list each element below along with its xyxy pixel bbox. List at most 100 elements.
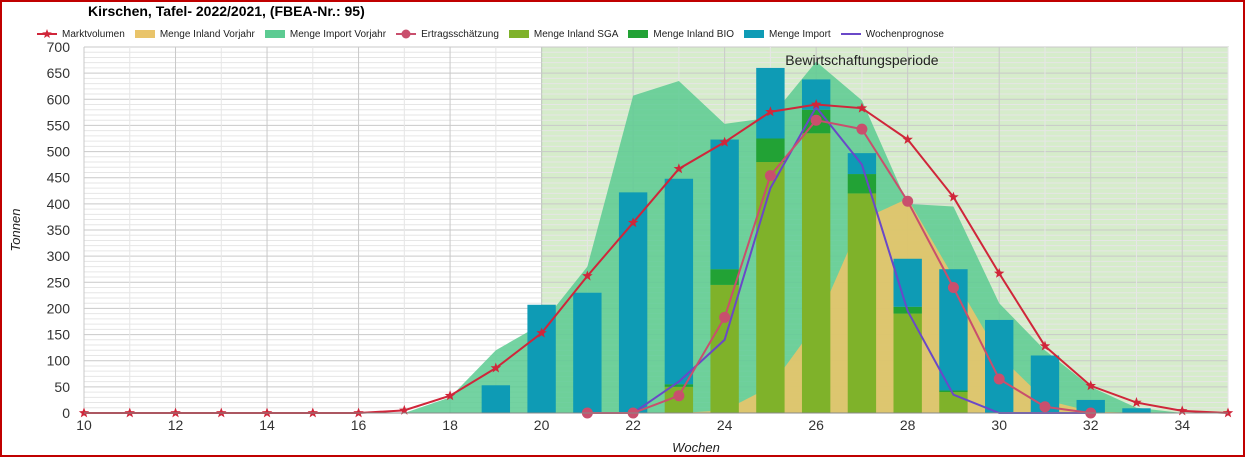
bar-menge-import-w22 (618, 192, 648, 413)
point-ertragsschaetzung-w29 (947, 282, 959, 294)
bar-menge-inland-bio-w27 (847, 174, 877, 194)
bar-menge-inland-bio-w24 (710, 269, 739, 285)
y-tick-label: 600 (47, 91, 71, 107)
x-tick-label: 14 (259, 417, 275, 433)
y-tick-label: 150 (47, 327, 71, 343)
point-marktvolumen-w29 (948, 191, 959, 202)
legend-label-menge-inland-sga: Menge Inland SGA (533, 28, 619, 40)
y-axis-title: Tonnen (8, 209, 23, 252)
point-ertragsschaetzung-w23 (673, 390, 685, 402)
legend-item-menge-inland-vorjahr: Menge Inland Vorjahr (134, 28, 255, 40)
legend-swatch-menge-inland-vorjahr (134, 30, 155, 38)
bar-menge-inland-sga-w25 (756, 162, 785, 413)
legend-label-menge-import-vorjahr: Menge Import Vorjahr (289, 28, 387, 40)
chart-legend: Marktvolumen Menge Inland Vorjahr Menge Im… (36, 26, 953, 42)
x-tick-label: 16 (351, 417, 367, 433)
legend-swatch-menge-import-vorjahr (264, 30, 285, 38)
point-marktvolumen-w21 (582, 270, 593, 281)
point-marktvolumen-w26 (810, 99, 822, 109)
point-marktvolumen-w12 (170, 407, 181, 418)
point-marktvolumen-w31 (1039, 340, 1051, 351)
point-ertragsschaetzung-w25 (764, 170, 776, 182)
x-tick-label: 34 (1174, 417, 1190, 433)
y-tick-label: 250 (47, 274, 71, 290)
bar-menge-import-w32 (1076, 399, 1105, 413)
legend-item-ertragsschaetzung: Ertragsschätzung (395, 28, 499, 40)
bar-menge-import-w30 (985, 319, 1014, 413)
point-marktvolumen-w35 (1222, 407, 1234, 418)
legend-item-menge-import: Menge Import (743, 28, 831, 40)
legend-label-ertragsschaetzung: Ertragsschätzung (421, 28, 499, 40)
bar-menge-import-w23 (664, 178, 694, 385)
point-marktvolumen-w28 (902, 134, 913, 144)
y-tick-label: 450 (47, 170, 71, 186)
legend-swatch-menge-inland-sga (508, 30, 529, 38)
x-axis-title: Wochen (672, 440, 720, 455)
chart-title: Kirschen, Tafel- 2022/2021, (FBEA-Nr.: 9… (88, 3, 365, 19)
y-tick-label: 400 (47, 196, 71, 212)
point-marktvolumen-w22 (627, 217, 639, 228)
line-ertragsschaetzung (587, 119, 1091, 414)
legend-item-menge-inland-sga: Menge Inland SGA (508, 28, 619, 40)
y-tick-label: 650 (47, 65, 71, 81)
point-ertragsschaetzung-w27 (856, 123, 868, 135)
bar-menge-import-w33 (1122, 408, 1151, 413)
bar-menge-inland-sga-w27 (847, 193, 877, 413)
bar-menge-inland-sga-w26 (801, 133, 831, 413)
point-marktvolumen-w24 (719, 136, 730, 147)
x-tick-label: 20 (534, 417, 550, 433)
x-tick-label: 24 (717, 417, 733, 433)
point-marktvolumen-w11 (124, 407, 135, 418)
y-tick-label: 500 (47, 144, 71, 160)
x-tick-label: 30 (991, 417, 1007, 433)
point-ertragsschaetzung-w26 (810, 114, 822, 126)
annotation-bewirtschaftungsperiode: Bewirtschaftungsperiode (785, 52, 939, 68)
x-tick-label: 26 (808, 417, 824, 433)
point-marktvolumen-w17 (399, 404, 410, 415)
x-tick-label: 12 (168, 417, 184, 433)
y-tick-label: 300 (47, 248, 71, 264)
point-ertragsschaetzung-w30 (993, 373, 1005, 385)
point-marktvolumen-w27 (856, 102, 868, 113)
point-marktvolumen-w10 (78, 407, 90, 418)
y-tick-label: 200 (47, 300, 71, 316)
y-tick-label: 50 (54, 379, 70, 395)
legend-swatch-wochenprognose (840, 33, 861, 35)
bar-menge-import-w19 (481, 385, 511, 413)
point-marktvolumen-w30 (994, 267, 1005, 278)
y-tick-label: 550 (47, 117, 71, 133)
legend-swatch-marktvolumen (37, 29, 57, 38)
y-tick-label: 700 (47, 39, 71, 55)
y-tick-label: 0 (62, 405, 70, 421)
bar-menge-import-w28 (893, 258, 922, 307)
legend-label-menge-inland-vorjahr: Menge Inland Vorjahr (159, 28, 255, 40)
point-marktvolumen-w33 (1131, 397, 1142, 407)
legend-swatch-ertragsschaetzung (396, 29, 417, 39)
legend-item-menge-inland-bio: Menge Inland BIO (627, 28, 734, 40)
bar-menge-inland-bio-w23 (664, 384, 694, 387)
bar-menge-inland-bio-w29 (939, 390, 968, 393)
x-tick-label: 22 (625, 417, 641, 433)
point-marktvolumen-w18 (444, 390, 456, 401)
legend-label-menge-inland-bio: Menge Inland BIO (653, 28, 734, 40)
point-ertragsschaetzung-w28 (902, 195, 914, 207)
legend-label-menge-import: Menge Import (769, 28, 831, 40)
bar-menge-import-w25 (756, 67, 785, 139)
legend-item-wochenprognose: Wochenprognose (840, 28, 944, 40)
point-ertragsschaetzung-w31 (1039, 401, 1051, 413)
bar-menge-inland-bio-w25 (756, 138, 785, 163)
legend-label-marktvolumen: Marktvolumen (62, 28, 125, 40)
legend-swatch-menge-inland-bio (628, 30, 649, 38)
x-tick-label: 28 (900, 417, 916, 433)
legend-label-wochenprognose: Wochenprognose (865, 28, 944, 40)
point-ertragsschaetzung-w24 (719, 311, 731, 323)
bar-menge-import-w24 (710, 139, 739, 270)
legend-item-marktvolumen: Marktvolumen (36, 28, 125, 40)
point-marktvolumen-w14 (261, 407, 273, 418)
point-marktvolumen-w34 (1177, 405, 1188, 416)
point-marktvolumen-w19 (490, 362, 502, 373)
point-marktvolumen-w32 (1085, 380, 1096, 391)
x-tick-label: 18 (442, 417, 458, 433)
x-tick-label: 10 (76, 417, 92, 433)
